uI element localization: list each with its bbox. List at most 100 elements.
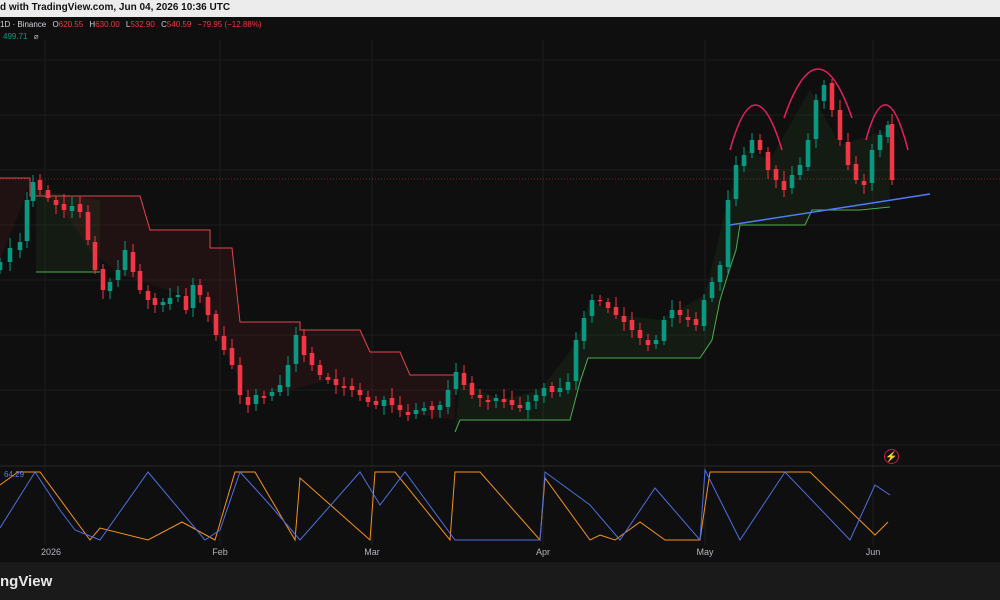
head-arc — [783, 68, 853, 119]
candle-body — [621, 316, 627, 322]
ohlc-legend: 1D · Binance O620.55 H630.00 L532.90 C54… — [0, 20, 262, 29]
candle-body — [525, 402, 531, 410]
candle-body — [373, 401, 379, 405]
candle-body — [733, 165, 739, 199]
candle-body — [789, 175, 795, 188]
oscillator-label: 64.29 — [4, 470, 25, 479]
candle-body — [757, 140, 763, 150]
candle-body — [677, 310, 683, 315]
candle-body — [381, 400, 387, 406]
stop-line-down — [0, 177, 455, 376]
candle-body — [541, 388, 547, 396]
candle-body — [557, 388, 563, 392]
candle-body — [333, 379, 339, 385]
candle-body — [413, 410, 419, 414]
candle-body — [24, 200, 30, 241]
candle-body — [167, 298, 173, 304]
candle-body — [45, 190, 51, 198]
candle-body — [365, 397, 371, 402]
candle-body — [589, 300, 595, 316]
candle-body — [429, 406, 435, 410]
candle-body — [190, 285, 196, 308]
candle-body — [197, 285, 203, 295]
candle-body — [341, 386, 347, 388]
candle-body — [581, 318, 587, 341]
footer-bar: ngView — [0, 562, 1000, 600]
candle-body — [122, 250, 128, 270]
chart-grid — [0, 40, 1000, 545]
candle-body — [829, 83, 835, 110]
close-label: C — [161, 20, 167, 29]
candle-body — [293, 335, 299, 364]
candle-body — [637, 330, 643, 338]
candle-body — [853, 164, 859, 180]
candle-body — [130, 252, 136, 272]
candle-body — [92, 242, 98, 270]
candle-body — [573, 340, 579, 381]
x-tick-label: 2026 — [40, 547, 62, 557]
candle-body — [773, 169, 779, 180]
candle-body — [669, 310, 675, 318]
candle-body — [397, 405, 403, 410]
candle-body — [349, 386, 355, 390]
candlesticks — [0, 79, 895, 421]
candle-body — [389, 398, 395, 405]
candle-body — [701, 300, 707, 326]
brand-logo-text: ngView — [0, 573, 53, 590]
candle-body — [805, 140, 811, 167]
oscillator-lines — [0, 468, 891, 542]
stop-line-up — [36, 206, 891, 433]
candle-body — [30, 182, 36, 201]
candle-body — [629, 320, 635, 330]
candle-body — [253, 395, 259, 404]
symbol-label[interactable]: 1D · Binance — [0, 20, 47, 29]
candle-body — [301, 336, 307, 355]
lightning-bolt-icon[interactable]: ⚡ — [884, 449, 899, 464]
indicator-value: 499.71 — [3, 32, 28, 41]
time-axis: 2026 Feb Mar Apr May Jun — [0, 545, 1000, 559]
candle-body — [725, 200, 731, 267]
candle-body — [477, 395, 483, 398]
candle-body — [285, 365, 291, 387]
candle-body — [269, 392, 275, 396]
candle-body — [175, 295, 181, 297]
x-tick-label: Jun — [865, 547, 881, 557]
candle-body — [501, 399, 507, 402]
candle-body — [613, 307, 619, 315]
candle-body — [549, 386, 555, 392]
candle-body — [661, 320, 667, 341]
candle-body — [605, 302, 611, 308]
x-tick-label: Apr — [535, 547, 551, 557]
candle-body — [837, 110, 843, 140]
candle-body — [17, 242, 23, 250]
stop-fill-up — [455, 90, 890, 432]
candle-body — [160, 302, 166, 305]
candle-body — [213, 314, 219, 335]
candle-body — [597, 300, 603, 302]
candle-body — [115, 270, 121, 280]
candle-body — [421, 408, 427, 411]
candle-body — [325, 377, 331, 380]
candle-body — [205, 297, 211, 315]
candle-body — [357, 390, 363, 395]
candle-body — [53, 200, 59, 205]
candle-body — [693, 319, 699, 325]
candle-body — [0, 262, 3, 270]
candle-body — [533, 395, 539, 401]
high-value: 630.00 — [95, 20, 120, 29]
published-info: d with TradingView.com, Jun 04, 2026 10:… — [0, 2, 231, 13]
candle-body — [565, 382, 571, 390]
candle-body — [485, 400, 491, 402]
candle-body — [493, 398, 499, 401]
indicator-legend[interactable]: 499.71 ⌀ — [3, 32, 39, 41]
visibility-icon[interactable]: ⌀ — [33, 32, 39, 41]
candle-body — [107, 282, 113, 291]
candle-body — [709, 282, 715, 298]
candle-body — [152, 298, 158, 305]
candle-body — [237, 365, 243, 395]
candle-body — [85, 212, 91, 240]
candle-body — [453, 372, 459, 389]
trailing-stop-band — [0, 90, 891, 433]
candle-body — [277, 385, 283, 392]
